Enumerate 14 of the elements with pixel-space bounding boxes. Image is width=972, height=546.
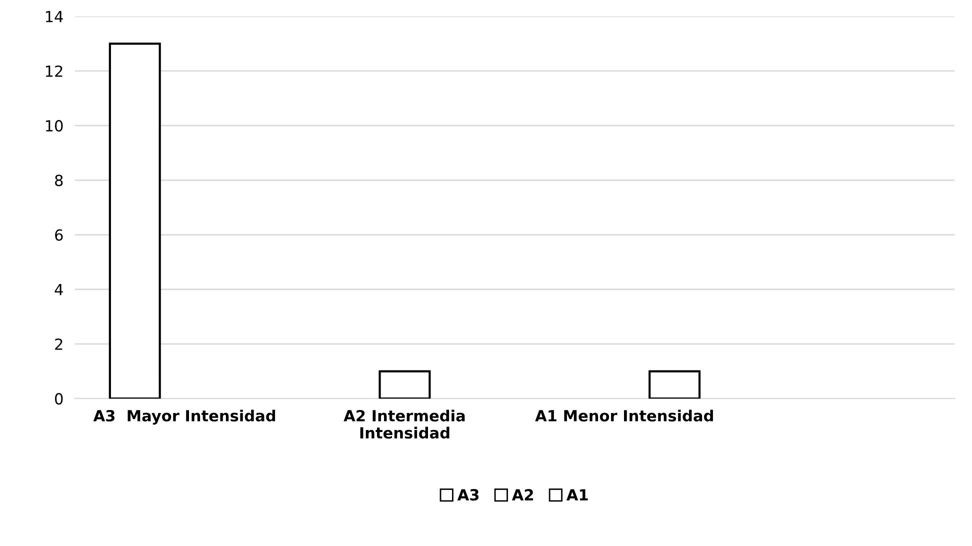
x-tick-label: A2 Intermedia Intensidad	[344, 410, 465, 439]
legend-label: A3	[457, 489, 479, 501]
y-tick-label: 4	[54, 284, 63, 296]
x-tick-label: A3 Mayor Intensidad	[93, 410, 276, 425]
x-tick-label: A1 Menor Intensidad	[535, 410, 713, 422]
legend-label: A1	[566, 489, 588, 500]
legend-label: A2	[512, 489, 533, 500]
y-tick-label: 8	[55, 174, 63, 186]
y-tick-label: 10	[46, 120, 63, 132]
y-tick-label: 0	[55, 393, 63, 405]
y-tick-label: 12	[46, 65, 62, 77]
y-tick-label: 6	[55, 229, 63, 241]
y-tick-label: 14	[46, 11, 63, 22]
y-tick-label: 2	[55, 338, 62, 350]
